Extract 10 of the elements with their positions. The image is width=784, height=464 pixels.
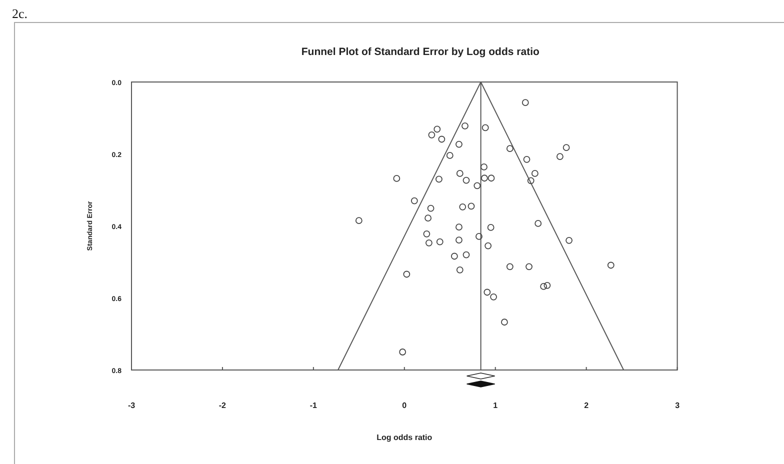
x-tick-label: 0 xyxy=(402,401,408,410)
x-tick-label: -3 xyxy=(128,401,136,410)
chart-title: Funnel Plot of Standard Error by Log odds ratio xyxy=(301,46,540,58)
x-tick-label: -2 xyxy=(218,401,227,410)
x-axis-title: Log odds ratio xyxy=(376,433,432,442)
text: 2c. xyxy=(12,6,28,21)
x-tick-label: 2 xyxy=(584,401,590,410)
x-tick-label: 1 xyxy=(493,401,498,410)
x-tick-label: 3 xyxy=(675,401,680,410)
x-tick-label: -1 xyxy=(310,401,318,410)
